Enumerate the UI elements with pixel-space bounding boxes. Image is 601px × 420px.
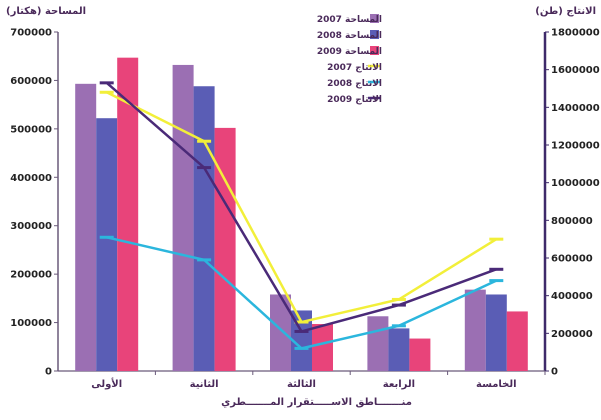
right-tick-label: 1000000 [551,178,600,189]
series-line [105,81,497,333]
legend-swatch [370,14,379,23]
left-tick-label: 500000 [10,124,52,135]
category-label: الأولى [91,377,122,390]
bar [291,310,312,371]
right-tick-label: 1400000 [551,103,600,114]
left-tick-label: 400000 [10,173,52,184]
legend-label: الانتاج 2009 [327,95,382,105]
bar [464,289,486,371]
right-tick-label: 1200000 [551,141,600,152]
right-tick-label: 0 [551,367,558,378]
bar [75,83,97,371]
bar [172,64,194,371]
left-axis-title: المساحة (هكتار) [6,6,86,17]
bar [270,294,291,371]
legend-label: الانتاج 2008 [327,79,382,89]
legend-label: المساحة 2008 [317,31,382,41]
right-tick-label: 400000 [551,291,593,302]
legend-label: المساحة 2007 [317,15,382,25]
right-tick-label: 200000 [551,329,593,340]
right-tick-label: 1600000 [551,65,600,76]
x-axis-title: منـــــــاطق الاســـــتقرار المـــــــطر… [221,397,412,408]
category-label: الثالثة [287,379,316,390]
category-label: الرابعة [383,379,415,390]
bar [96,118,118,372]
bar [506,311,528,371]
left-tick-label: 200000 [10,270,52,281]
bar [117,57,139,371]
category-label: الثانية [190,379,219,390]
legend-swatch [370,46,379,55]
left-tick-label: 300000 [10,221,52,232]
legend-label: الانتاج 2007 [327,63,382,73]
left-tick-label: 100000 [10,318,52,329]
bar [485,294,507,371]
right-axis-title: الانتاج (طن) [535,6,596,17]
legend-label: المساحة 2009 [317,47,382,57]
series-line [106,91,497,324]
bar [388,328,410,371]
bar [312,324,333,371]
legend-swatch [370,30,379,39]
bar [367,316,389,371]
right-tick-label: 800000 [551,216,593,227]
left-tick-label: 700000 [10,28,52,39]
right-tick-label: 600000 [551,254,593,265]
right-tick-label: 1800000 [551,28,600,39]
left-tick-label: 600000 [10,76,52,87]
left-tick-label: 0 [45,367,52,378]
bar [193,86,215,372]
category-label: الخامسة [476,379,517,390]
bar [409,338,431,371]
